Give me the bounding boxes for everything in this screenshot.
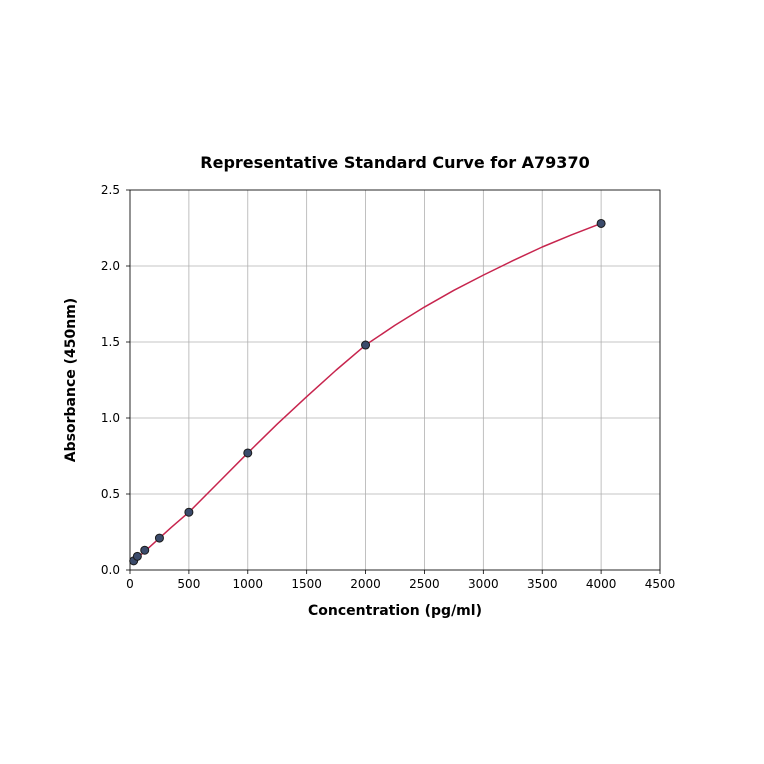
data-point-marker [133, 552, 141, 560]
y-tick-label: 1.5 [101, 335, 120, 349]
x-tick-label: 0 [126, 577, 134, 591]
x-tick-label: 1000 [233, 577, 264, 591]
x-tick-label: 4000 [586, 577, 617, 591]
data-point-marker [141, 546, 149, 554]
x-axis-label: Concentration (pg/ml) [308, 603, 482, 619]
x-tick-label: 3000 [468, 577, 499, 591]
data-point-marker [185, 508, 193, 516]
y-tick-label: 0.0 [101, 563, 120, 577]
x-tick-label: 2500 [409, 577, 440, 591]
data-point-marker [155, 534, 163, 542]
y-tick-label: 2.0 [101, 259, 120, 273]
y-tick-label: 0.5 [101, 487, 120, 501]
chart-container: 0 500 1000 1500 2000 2500 3000 3500 4000 4500 0.0 0… [0, 0, 764, 764]
x-tick-label: 4500 [645, 577, 676, 591]
standard-curve-chart: 0 500 1000 1500 2000 2500 3000 3500 4000 4500 0.0 0… [0, 0, 764, 764]
y-tick-label: 1.0 [101, 411, 120, 425]
chart-background [0, 0, 764, 764]
x-tick-label: 1500 [291, 577, 322, 591]
data-point-marker [244, 449, 252, 457]
y-tick-label: 2.5 [101, 183, 120, 197]
data-point-marker [597, 219, 605, 227]
x-tick-label: 2000 [350, 577, 381, 591]
chart-title: Representative Standard Curve for A79370 [200, 153, 589, 172]
x-tick-label: 500 [177, 577, 200, 591]
y-axis-label: Absorbance (450nm) [63, 298, 79, 462]
data-point-marker [362, 341, 370, 349]
x-tick-label: 3500 [527, 577, 558, 591]
